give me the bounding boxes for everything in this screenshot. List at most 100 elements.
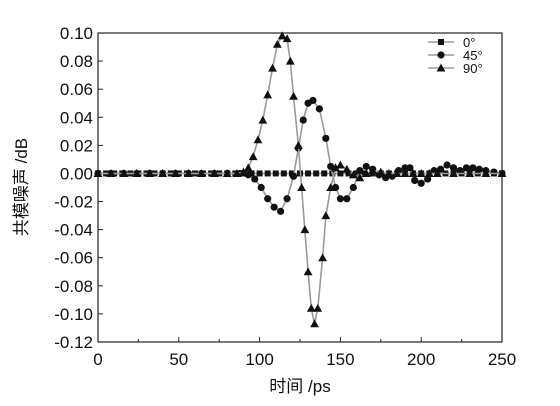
x-tick-label: 50 (169, 350, 188, 369)
data-point (336, 195, 344, 203)
data-point (264, 195, 272, 203)
y-tick-label: 0.06 (60, 80, 93, 99)
x-tick-label: 100 (245, 350, 273, 369)
legend-marker (436, 63, 446, 72)
data-point (283, 195, 291, 203)
data-point (313, 303, 323, 312)
data-point (184, 169, 193, 177)
y-axis-label: 共模噪声 /dB (12, 138, 31, 236)
x-axis-label: 时间 /ps (269, 377, 330, 396)
data-point (232, 169, 242, 177)
legend-label: 45° (463, 48, 483, 63)
data-point (209, 169, 219, 177)
y-tick-label: -0.08 (54, 277, 93, 296)
y-tick-label: 0.08 (60, 52, 93, 71)
y-tick-label: 0.00 (60, 164, 93, 183)
data-point (285, 56, 295, 65)
data-point (268, 63, 277, 72)
data-point (321, 211, 331, 220)
data-point (258, 115, 268, 124)
data-point (322, 134, 330, 142)
data-point (313, 170, 320, 177)
x-axis-ticks: 0 50 100 150 200 250 (93, 337, 516, 369)
data-point (481, 169, 491, 177)
data-point (257, 183, 265, 192)
data-point (145, 169, 155, 177)
data-point (408, 169, 418, 177)
data-point (256, 170, 263, 177)
data-point (272, 39, 282, 48)
x-tick-label: 150 (326, 350, 354, 369)
data-point (197, 169, 206, 177)
data-point (355, 173, 365, 182)
data-point (297, 183, 307, 192)
data-point (362, 162, 370, 171)
series-layer (93, 31, 507, 328)
data-point (315, 105, 323, 113)
data-point (272, 170, 279, 177)
data-point (158, 169, 168, 177)
data-point (349, 183, 357, 192)
series-triangle (93, 31, 507, 328)
legend-label: 0° (463, 35, 475, 50)
data-point (424, 175, 432, 183)
data-point (253, 135, 263, 144)
data-point (244, 171, 252, 179)
y-tick-label: -0.10 (54, 305, 93, 324)
series-line (98, 34, 502, 324)
data-point (331, 163, 340, 172)
data-point (222, 169, 232, 177)
data-point (239, 167, 248, 176)
legend: 0°45°90° (428, 35, 483, 76)
data-point (293, 140, 303, 149)
data-point (356, 167, 364, 175)
x-tick-label: 200 (407, 350, 435, 369)
x-tick-label: 250 (488, 350, 516, 369)
data-point (345, 170, 352, 177)
data-point (299, 116, 307, 124)
y-tick-label: -0.06 (54, 249, 93, 268)
data-point (251, 175, 259, 183)
y-tick-label: 0.02 (60, 136, 93, 155)
data-point (436, 165, 445, 173)
data-point (303, 267, 313, 276)
data-point (497, 169, 507, 177)
data-point (416, 169, 426, 177)
data-point (424, 169, 434, 177)
y-tick-label: -0.02 (54, 193, 93, 212)
data-point (368, 166, 378, 175)
x-tick-label: 0 (93, 350, 102, 369)
data-point (132, 169, 142, 177)
data-point (490, 168, 498, 176)
data-point (343, 195, 351, 203)
data-point (277, 207, 285, 215)
data-point (432, 169, 442, 177)
data-point (406, 164, 414, 172)
data-point (400, 169, 410, 177)
legend-label: 90° (463, 61, 483, 76)
data-point (264, 170, 271, 177)
data-point (289, 91, 298, 100)
data-point (462, 164, 471, 172)
data-point (248, 152, 258, 161)
data-point (411, 176, 419, 185)
data-point (106, 169, 116, 177)
y-axis-ticks: 0.10 0.08 0.06 0.04 0.02 0.00 -0.02 -0.04 -0.06 -… (54, 24, 103, 352)
data-point (306, 303, 316, 312)
data-point (171, 169, 180, 177)
data-point (321, 170, 328, 177)
data-point (469, 164, 477, 172)
data-point (280, 170, 287, 177)
data-point (243, 163, 253, 172)
legend-marker (438, 39, 444, 45)
data-point (305, 170, 312, 177)
data-point (348, 170, 358, 179)
y-tick-label: 0.04 (60, 108, 93, 127)
data-point (119, 169, 129, 177)
data-point (300, 225, 310, 234)
data-point (277, 31, 287, 40)
data-point (449, 169, 458, 177)
data-point (310, 319, 319, 328)
data-point (270, 203, 278, 211)
